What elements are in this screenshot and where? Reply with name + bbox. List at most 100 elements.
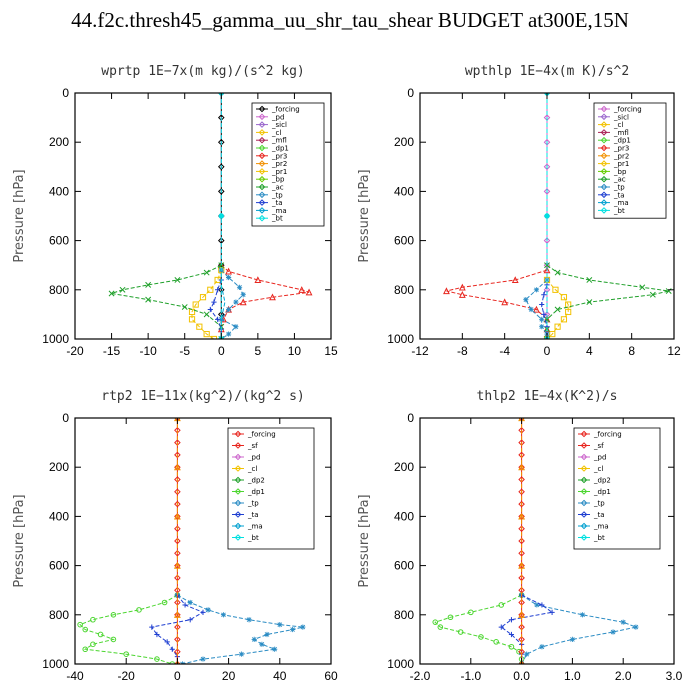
y-tick-label: 1000 — [42, 332, 69, 346]
point-ac — [181, 304, 188, 310]
point-ac — [586, 299, 593, 306]
point-ta — [211, 299, 217, 305]
point-forcing — [217, 163, 225, 171]
legend-marker — [600, 183, 608, 191]
legend-label: _bt — [593, 534, 605, 542]
series-dp1 — [446, 269, 548, 339]
point-ac — [586, 277, 593, 283]
y-tick-label: 200 — [49, 460, 69, 474]
legend-marker — [258, 214, 266, 222]
point-dp1 — [269, 293, 276, 301]
point-dp1 — [458, 291, 466, 298]
legend-label: _dp1 — [593, 488, 611, 496]
point-ta — [149, 624, 155, 630]
point-pr1 — [199, 294, 207, 301]
point-pd — [173, 512, 181, 520]
panel-1: wprtp 1E−7x(m kg)/(s^2 kg) Pressure [hPa]… — [12, 64, 338, 358]
point-pr1 — [192, 301, 199, 308]
x-tick-label: 10 — [288, 344, 302, 358]
y-tick-label: 400 — [49, 184, 69, 198]
point-forcing — [217, 188, 225, 195]
point-dp1 — [77, 621, 83, 628]
legend-marker — [234, 476, 242, 484]
x-tick-label: -40 — [66, 669, 84, 683]
point-forcing — [543, 163, 551, 171]
point-pr1 — [554, 323, 561, 330]
legend-marker — [258, 207, 266, 214]
point-forcing — [518, 537, 525, 545]
point-dp1 — [437, 624, 444, 630]
legend-label: _pd — [593, 454, 606, 462]
point-pd — [518, 463, 526, 471]
legend-label: _tp — [613, 184, 625, 192]
point-dp1 — [478, 634, 484, 640]
point-pr1 — [560, 316, 568, 323]
point-tp — [523, 297, 529, 303]
y-tick-label: 1000 — [387, 332, 414, 346]
point-ac — [145, 281, 152, 288]
point-pd — [518, 611, 526, 618]
point-dp1 — [254, 276, 262, 284]
y-tick-label: 1000 — [42, 657, 69, 671]
legend-marker — [580, 476, 588, 484]
legend: _forcing _sf _pd _cl _dp2 _dp1 _tp _ta _ma _bt — [573, 427, 661, 550]
point-ac — [174, 277, 181, 283]
point-tp — [277, 622, 283, 628]
x-tick-label: 40 — [273, 669, 287, 683]
legend-marker — [600, 191, 608, 199]
legend-label: _forcing — [271, 106, 300, 114]
legend-marker — [580, 488, 588, 495]
y-tick-label: 400 — [394, 509, 414, 523]
legend-label: _mfl — [613, 129, 629, 137]
point-dp1 — [225, 267, 233, 275]
y-tick-label: 600 — [394, 559, 414, 573]
point-forcing — [174, 549, 181, 557]
legend-box — [573, 427, 661, 550]
series-ta — [150, 594, 205, 664]
y-tick-label: 0 — [407, 86, 414, 100]
y-tick-label: 800 — [49, 283, 69, 297]
legend-label: _bp — [271, 176, 285, 184]
point-tp — [272, 646, 278, 652]
point-ac — [554, 306, 561, 313]
point-ta — [164, 639, 170, 645]
point-pd — [518, 512, 526, 520]
point-tp — [259, 641, 265, 647]
point-dp1 — [110, 636, 117, 643]
point-tp — [226, 331, 232, 337]
point-tp — [233, 299, 239, 305]
series-dp1 — [434, 594, 523, 664]
point-tp — [238, 651, 244, 657]
legend-label: _dp1 — [613, 137, 631, 145]
point-forcing — [518, 549, 525, 557]
legend-label: _pr1 — [613, 160, 629, 168]
x-tick-label: 15 — [324, 344, 338, 358]
y-axis-label: Pressure [hPa] — [12, 494, 27, 587]
legend-marker — [234, 522, 242, 530]
point-ta — [541, 292, 547, 298]
point-dp1 — [432, 619, 439, 625]
point-ta — [541, 311, 547, 317]
point-bt — [218, 213, 224, 219]
legend-marker — [258, 175, 266, 183]
point-tp — [300, 624, 306, 630]
point-tp — [226, 306, 232, 313]
legend-marker — [600, 144, 608, 152]
point-dp1 — [508, 643, 515, 650]
series-pr1 — [191, 269, 222, 339]
legend-label: _ta — [247, 511, 259, 519]
legend-label: _sicl — [613, 113, 629, 121]
point-ta — [508, 617, 515, 623]
series-group — [443, 93, 672, 339]
point-ac — [108, 290, 115, 297]
point-forcing — [174, 488, 181, 496]
y-tick-label: 200 — [394, 460, 414, 474]
legend-label: _pd — [247, 454, 260, 462]
series-tp — [521, 594, 638, 664]
point-dp1 — [298, 286, 306, 293]
point-dp1 — [511, 276, 519, 284]
legend-label: _sicl — [271, 121, 287, 129]
legend-marker — [580, 430, 588, 438]
point-ac — [145, 296, 152, 303]
legend-marker — [580, 522, 588, 530]
